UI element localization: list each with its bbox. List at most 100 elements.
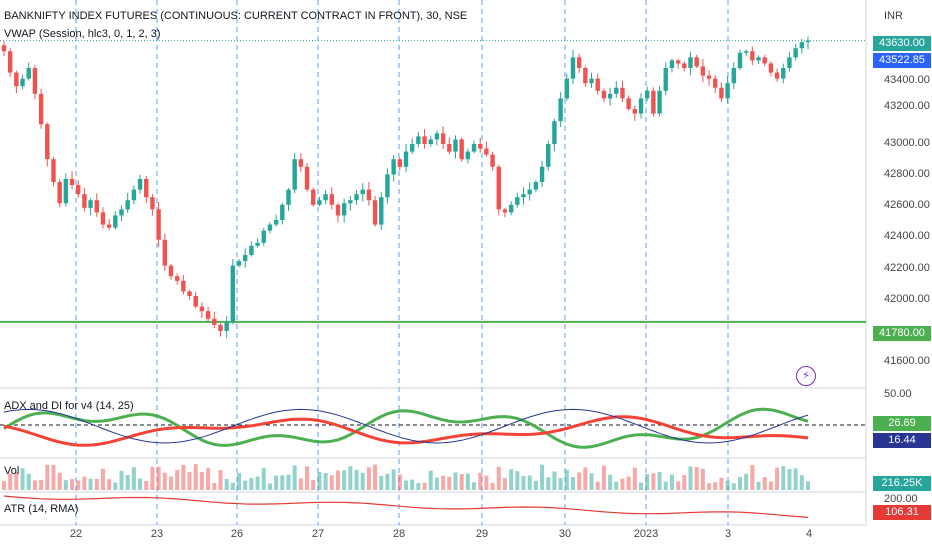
price-axis-tick: 43000.00 — [884, 137, 930, 149]
volume-bar — [657, 472, 662, 490]
candle-body — [799, 42, 805, 49]
volume-bar — [404, 480, 408, 490]
candle-body — [397, 159, 403, 167]
candle-body — [422, 136, 427, 144]
candle-body — [379, 197, 384, 225]
volume-bar — [26, 473, 31, 490]
volume-bar — [354, 469, 359, 490]
volume-bar — [342, 470, 347, 490]
candle-body — [521, 194, 526, 198]
volume-bar — [632, 467, 637, 490]
volume-bar — [787, 469, 792, 490]
volume-bar — [63, 480, 68, 490]
volume-bar — [199, 472, 204, 490]
candle-body — [502, 209, 508, 213]
candle-body — [94, 200, 99, 213]
candle-body — [14, 72, 19, 87]
volume-bar — [119, 470, 124, 490]
volume-bar — [799, 475, 804, 490]
volume-bar — [51, 464, 56, 490]
volume-bar — [719, 477, 724, 490]
candle-body — [360, 189, 365, 195]
volume-bar — [620, 478, 625, 490]
volume-bar — [329, 475, 334, 490]
volume-bar — [311, 479, 316, 490]
volume-bar — [261, 468, 266, 490]
volume-bar — [366, 467, 371, 490]
candle-body — [348, 200, 353, 204]
volume-bar — [768, 481, 773, 490]
candle-body — [614, 87, 619, 94]
candle-body — [576, 57, 582, 68]
lightning-icon[interactable]: ⚡ — [796, 366, 816, 386]
candle-body — [150, 197, 155, 210]
price-axis-tick: 42400.00 — [884, 230, 930, 242]
volume-bar — [107, 479, 112, 490]
volume-bar — [243, 480, 248, 490]
volume-bar — [397, 474, 402, 490]
candle-body — [490, 154, 495, 167]
volume-bar — [335, 470, 340, 490]
volume-bar — [317, 471, 322, 490]
candle-body — [787, 57, 792, 68]
volume-bar — [305, 466, 310, 490]
candle-body — [372, 200, 378, 225]
volume-bar — [527, 475, 532, 490]
candle-body — [533, 182, 539, 190]
adx-legend[interactable]: ADX and DI for v4 (14, 25) — [4, 400, 134, 412]
volume-bar — [168, 476, 173, 490]
volume-bar — [750, 465, 755, 490]
candle-body — [32, 68, 38, 94]
price-axis-tick: 43200.00 — [884, 100, 930, 112]
volume-bar — [323, 472, 328, 490]
candle-body — [694, 57, 699, 67]
di-minus-line — [3, 415, 809, 447]
candle-body — [20, 78, 25, 87]
x-axis-label: 2023 — [633, 528, 659, 540]
candle-body — [51, 159, 56, 182]
candle-body — [688, 57, 693, 68]
volume-bar — [793, 468, 798, 490]
di-plus-line — [3, 407, 809, 449]
candle-body — [38, 93, 44, 125]
volume-bar — [806, 481, 810, 490]
candle-body — [267, 224, 273, 231]
candle-body — [651, 90, 656, 114]
volume-bar — [478, 472, 483, 490]
candle-body — [595, 78, 600, 91]
volume-bar — [360, 472, 365, 490]
volume-bar — [175, 470, 180, 490]
candle-body — [453, 139, 458, 152]
candle-body — [100, 212, 106, 225]
volume-bar — [725, 480, 730, 490]
volume-bar — [267, 483, 272, 490]
volume-bar — [700, 468, 705, 490]
vwap-legend[interactable]: VWAP (Session, hlc3, 0, 1, 2, 3) — [4, 28, 161, 40]
candle-body — [607, 93, 613, 99]
candle-body — [82, 194, 87, 208]
candle-body — [113, 215, 118, 228]
volume-bar — [434, 477, 439, 490]
candle-body — [762, 57, 767, 64]
last-price-tag: 43630.00 — [873, 36, 931, 51]
volume-bar — [230, 482, 235, 490]
volume-bar — [348, 466, 353, 490]
candle-body — [447, 144, 452, 152]
volume-bar — [206, 468, 211, 490]
candle-body — [341, 203, 347, 216]
x-axis-label: 26 — [230, 528, 244, 540]
candle-body — [205, 311, 211, 319]
volume-bar — [639, 482, 644, 490]
vol-legend[interactable]: Vol — [4, 465, 20, 477]
adx-line — [3, 408, 809, 444]
volume-bar — [688, 466, 693, 490]
x-axis-label: 3 — [724, 528, 732, 540]
atr-legend[interactable]: ATR (14, RMA) — [4, 503, 79, 515]
candle-body — [632, 109, 638, 114]
volume-bar — [2, 481, 6, 490]
volume-bar — [100, 468, 105, 490]
di-plus-tag: 26.69 — [873, 416, 931, 431]
volume-bar — [187, 472, 192, 490]
candle-body — [193, 296, 198, 307]
